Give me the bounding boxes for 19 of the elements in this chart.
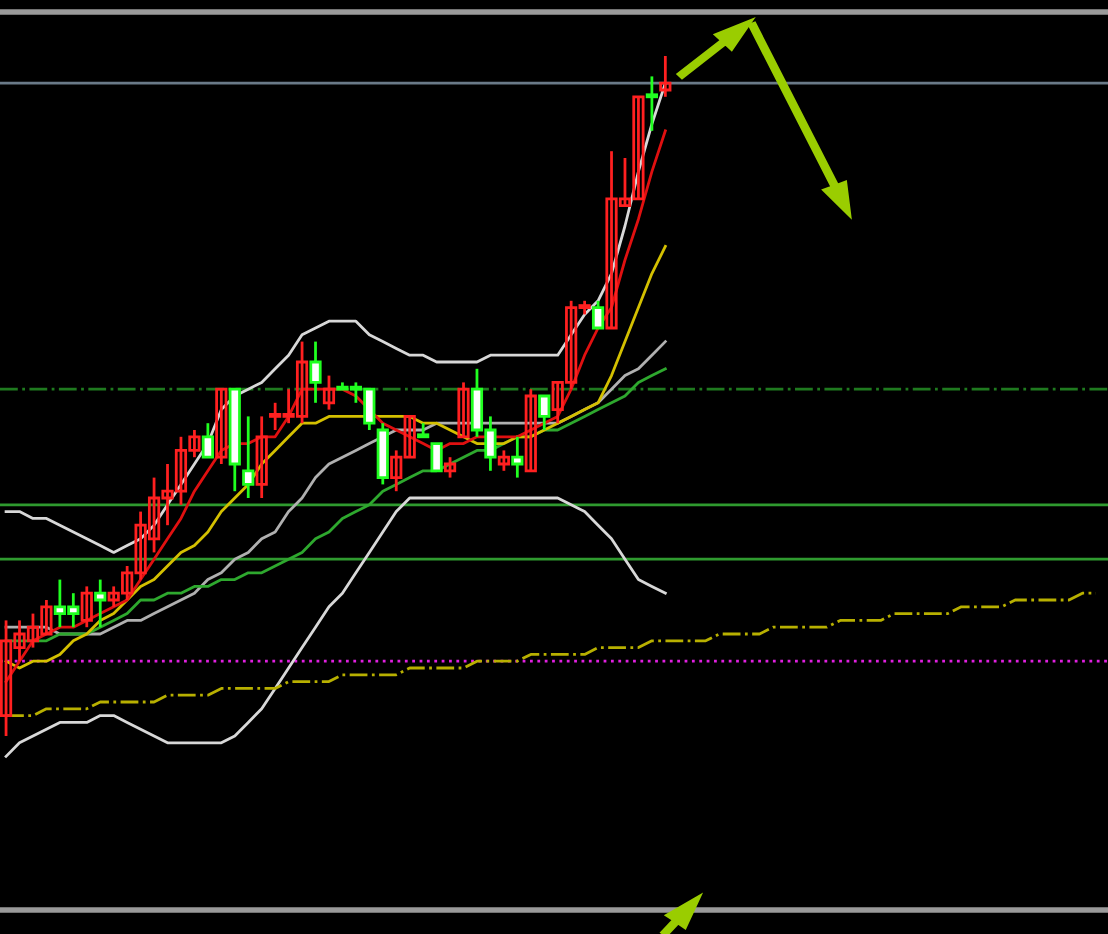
candlestick <box>443 455 457 479</box>
candlestick <box>322 374 336 411</box>
candlestick <box>497 449 510 473</box>
candlestick <box>538 394 551 432</box>
candlestick <box>309 340 322 405</box>
candlestick <box>457 381 470 439</box>
candlestick <box>430 442 443 473</box>
candlestick <box>215 387 228 466</box>
candlestick <box>524 387 537 473</box>
candlestick <box>511 435 524 479</box>
candlestick <box>201 421 214 459</box>
candlestick <box>645 75 658 133</box>
candlestick <box>255 415 268 500</box>
candlestick <box>80 585 93 629</box>
candlestick <box>242 415 255 500</box>
candlestick <box>94 578 107 629</box>
candlestick <box>659 54 672 99</box>
candlestick <box>591 299 605 330</box>
candlestick <box>376 421 389 486</box>
